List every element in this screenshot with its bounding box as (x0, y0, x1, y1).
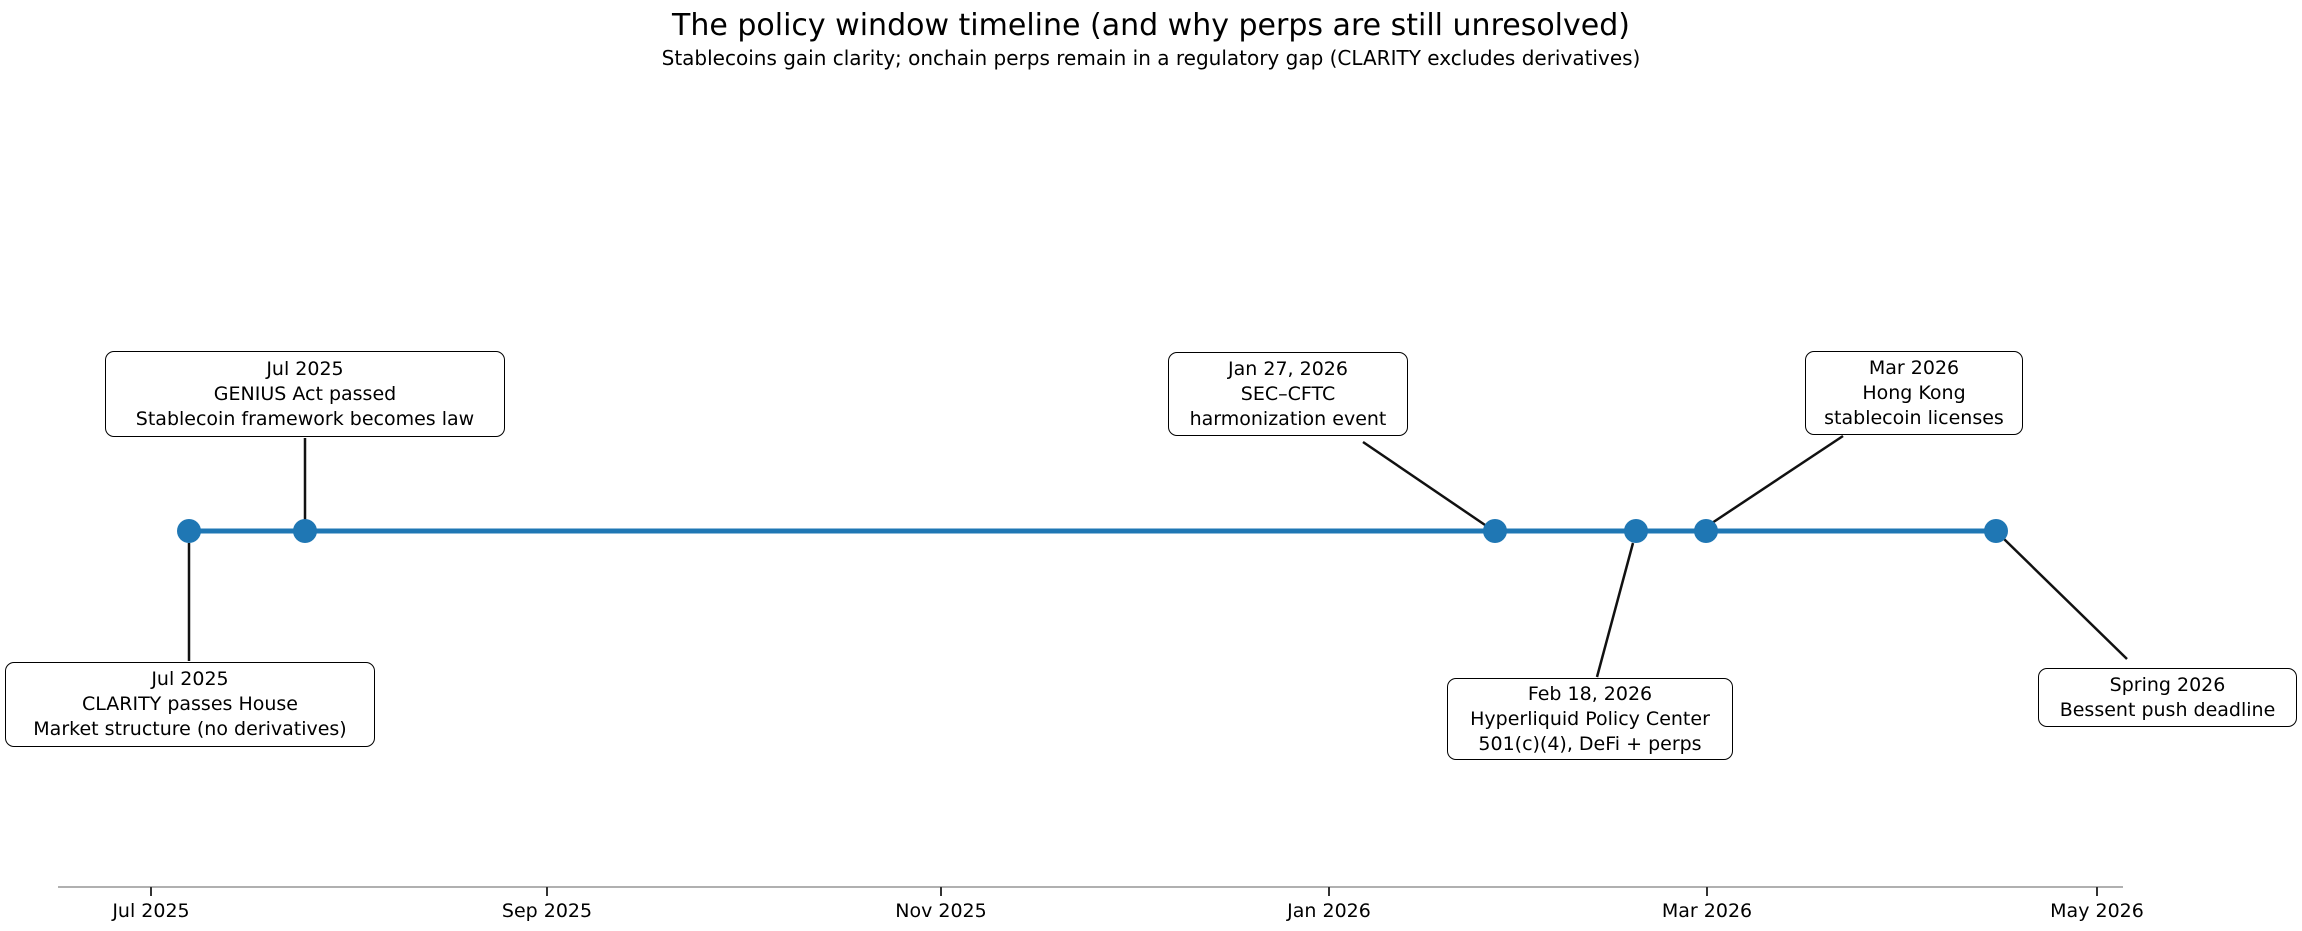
event-description-line: Stablecoin framework becomes law (135, 407, 475, 430)
x-axis-tick-label: Sep 2025 (501, 900, 593, 922)
event-date: Jan 27, 2026 (1228, 357, 1348, 380)
event-dot (1694, 519, 1718, 543)
event-description-line: Market structure (no derivatives) (33, 718, 347, 740)
event-leader-line (1711, 434, 1844, 525)
x-axis-tick-label: Mar 2026 (1661, 900, 1753, 922)
x-axis-tick-label: Nov 2025 (895, 900, 987, 922)
event-dot (1483, 519, 1507, 543)
event-box: Jul 2025 GENIUS Act passed Stablecoin fram… (105, 351, 505, 437)
event-description-line: GENIUS Act passed (213, 382, 397, 405)
event-date: Jul 2025 (151, 668, 229, 690)
event-description-line: Hyperliquid Policy Center (1470, 707, 1710, 730)
x-axis-tick-label: Jul 2025 (112, 900, 190, 922)
event-leader-line (1595, 542, 1635, 678)
event-leader-line (1362, 440, 1489, 529)
event-description-line: harmonization event (1189, 407, 1387, 430)
event-description-line: Hong Kong (1862, 381, 1966, 404)
event-date: Feb 18, 2026 (1527, 682, 1653, 705)
event-description-line: Bessent push deadline (2059, 698, 2276, 721)
event-box: Mar 2026 Hong Kong stablecoin licenses (1805, 351, 2023, 435)
event-box: Jul 2025 CLARITY passes House Market struc… (5, 662, 375, 747)
x-axis-tick-label: May 2026 (2050, 900, 2144, 922)
event-description-line: 501(c)(4), DeFi + perps (1478, 732, 1702, 755)
event-dot (177, 519, 201, 543)
event-date: Jul 2025 (266, 357, 344, 380)
event-dot (1984, 519, 2008, 543)
event-box: Jan 27, 2026 SEC–CFTC harmonization event (1168, 352, 1408, 436)
event-box: Feb 18, 2026 Hyperliquid Policy Center 501… (1447, 678, 1733, 760)
event-leader-line (2003, 538, 2128, 660)
event-date: Mar 2026 (1868, 356, 1960, 379)
event-dot (293, 519, 317, 543)
chart-title: The policy window timeline (and why perp… (672, 8, 1630, 43)
event-description-line: SEC–CFTC (1240, 382, 1336, 405)
event-description-line: stablecoin licenses (1824, 406, 2004, 429)
event-dot (1624, 519, 1648, 543)
chart-subtitle: Stablecoins gain clarity; onchain perps … (661, 46, 1641, 70)
event-description-line: CLARITY passes House (81, 693, 298, 715)
event-date: Spring 2026 (2109, 673, 2226, 696)
x-axis-tick-label: Jan 2026 (1287, 900, 1371, 922)
event-box: Spring 2026 Bessent push deadline (2038, 668, 2297, 727)
